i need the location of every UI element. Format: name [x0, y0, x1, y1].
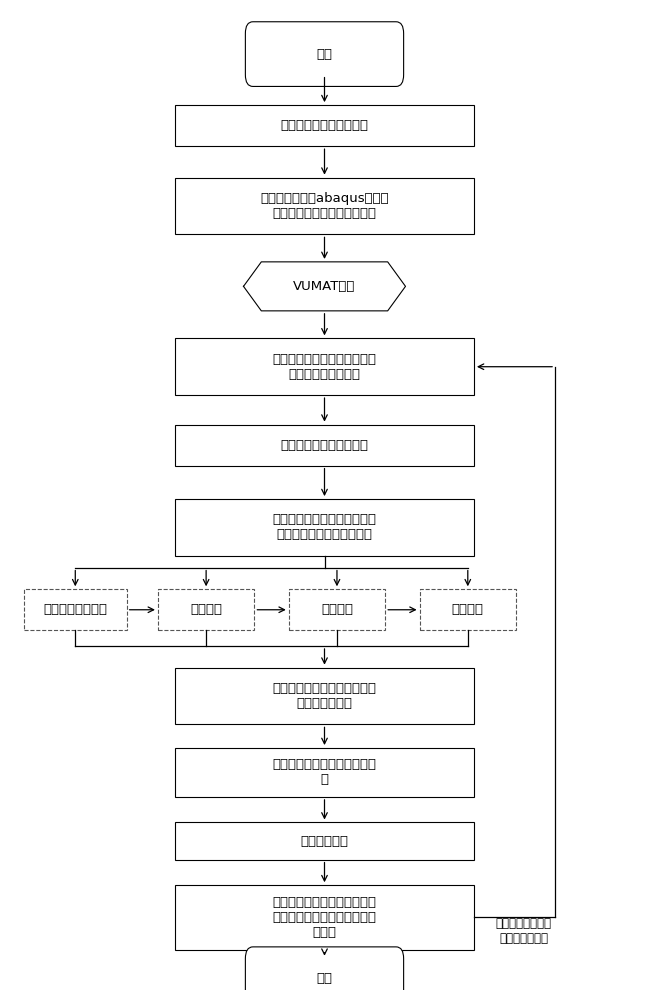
Text: 存储公共变量: 存储公共变量 [300, 835, 349, 848]
Text: 更新位错晶粒密度，并计算位
错密度修正系数: 更新位错晶粒密度，并计算位 错密度修正系数 [273, 682, 376, 710]
Bar [175, 748, 474, 797]
Text: 晶界演化: 晶界演化 [452, 603, 484, 616]
Text: 确定元胞状态变量: 确定元胞状态变量 [43, 603, 107, 616]
Bar [24, 589, 127, 630]
Text: 计算晶粒的不均匀变形、应力
响应和晶粒取向演化: 计算晶粒的不均匀变形、应力 响应和晶粒取向演化 [273, 353, 376, 381]
Text: 将晶粒位错密度传递给元胞自
动机，计算动态再结晶演化: 将晶粒位错密度传递给元胞自 动机，计算动态再结晶演化 [273, 513, 376, 541]
Bar [419, 589, 516, 630]
Bar [289, 589, 386, 630]
Bar [175, 105, 474, 146]
Polygon shape [243, 262, 406, 311]
Text: 形核判断: 形核判断 [190, 603, 222, 616]
Bar [175, 425, 474, 466]
Text: 开始: 开始 [317, 48, 332, 61]
Bar [175, 668, 474, 724]
Text: 结束: 结束 [317, 972, 332, 985]
Text: 元胞自动机生成初始组织: 元胞自动机生成初始组织 [280, 119, 369, 132]
Text: VUMAT开始: VUMAT开始 [293, 280, 356, 293]
Text: 计算晶粒的位错密度演化: 计算晶粒的位错密度演化 [280, 439, 369, 452]
Bar [175, 499, 474, 556]
Bar [175, 338, 474, 395]
Bar [175, 885, 474, 950]
Text: 输出再结晶组织形态、平均晶
粒尺寸、流变应力、再结晶体
积分数: 输出再结晶组织形态、平均晶 粒尺寸、流变应力、再结晶体 积分数 [273, 896, 376, 939]
FancyBboxPatch shape [245, 22, 404, 86]
Text: 返回有限元，进行
下一增量步计算: 返回有限元，进行 下一增量步计算 [496, 917, 552, 945]
Text: 计算再结晶体积分数、流变应
力: 计算再结晶体积分数、流变应 力 [273, 758, 376, 786]
Bar [158, 589, 254, 630]
Bar [175, 822, 474, 860]
Text: 将初始网格导入abaqus，设置
材料参数建立三维有限元模型: 将初始网格导入abaqus，设置 材料参数建立三维有限元模型 [260, 192, 389, 220]
FancyBboxPatch shape [245, 947, 404, 1000]
Text: 计算长大: 计算长大 [321, 603, 353, 616]
Bar [175, 178, 474, 234]
